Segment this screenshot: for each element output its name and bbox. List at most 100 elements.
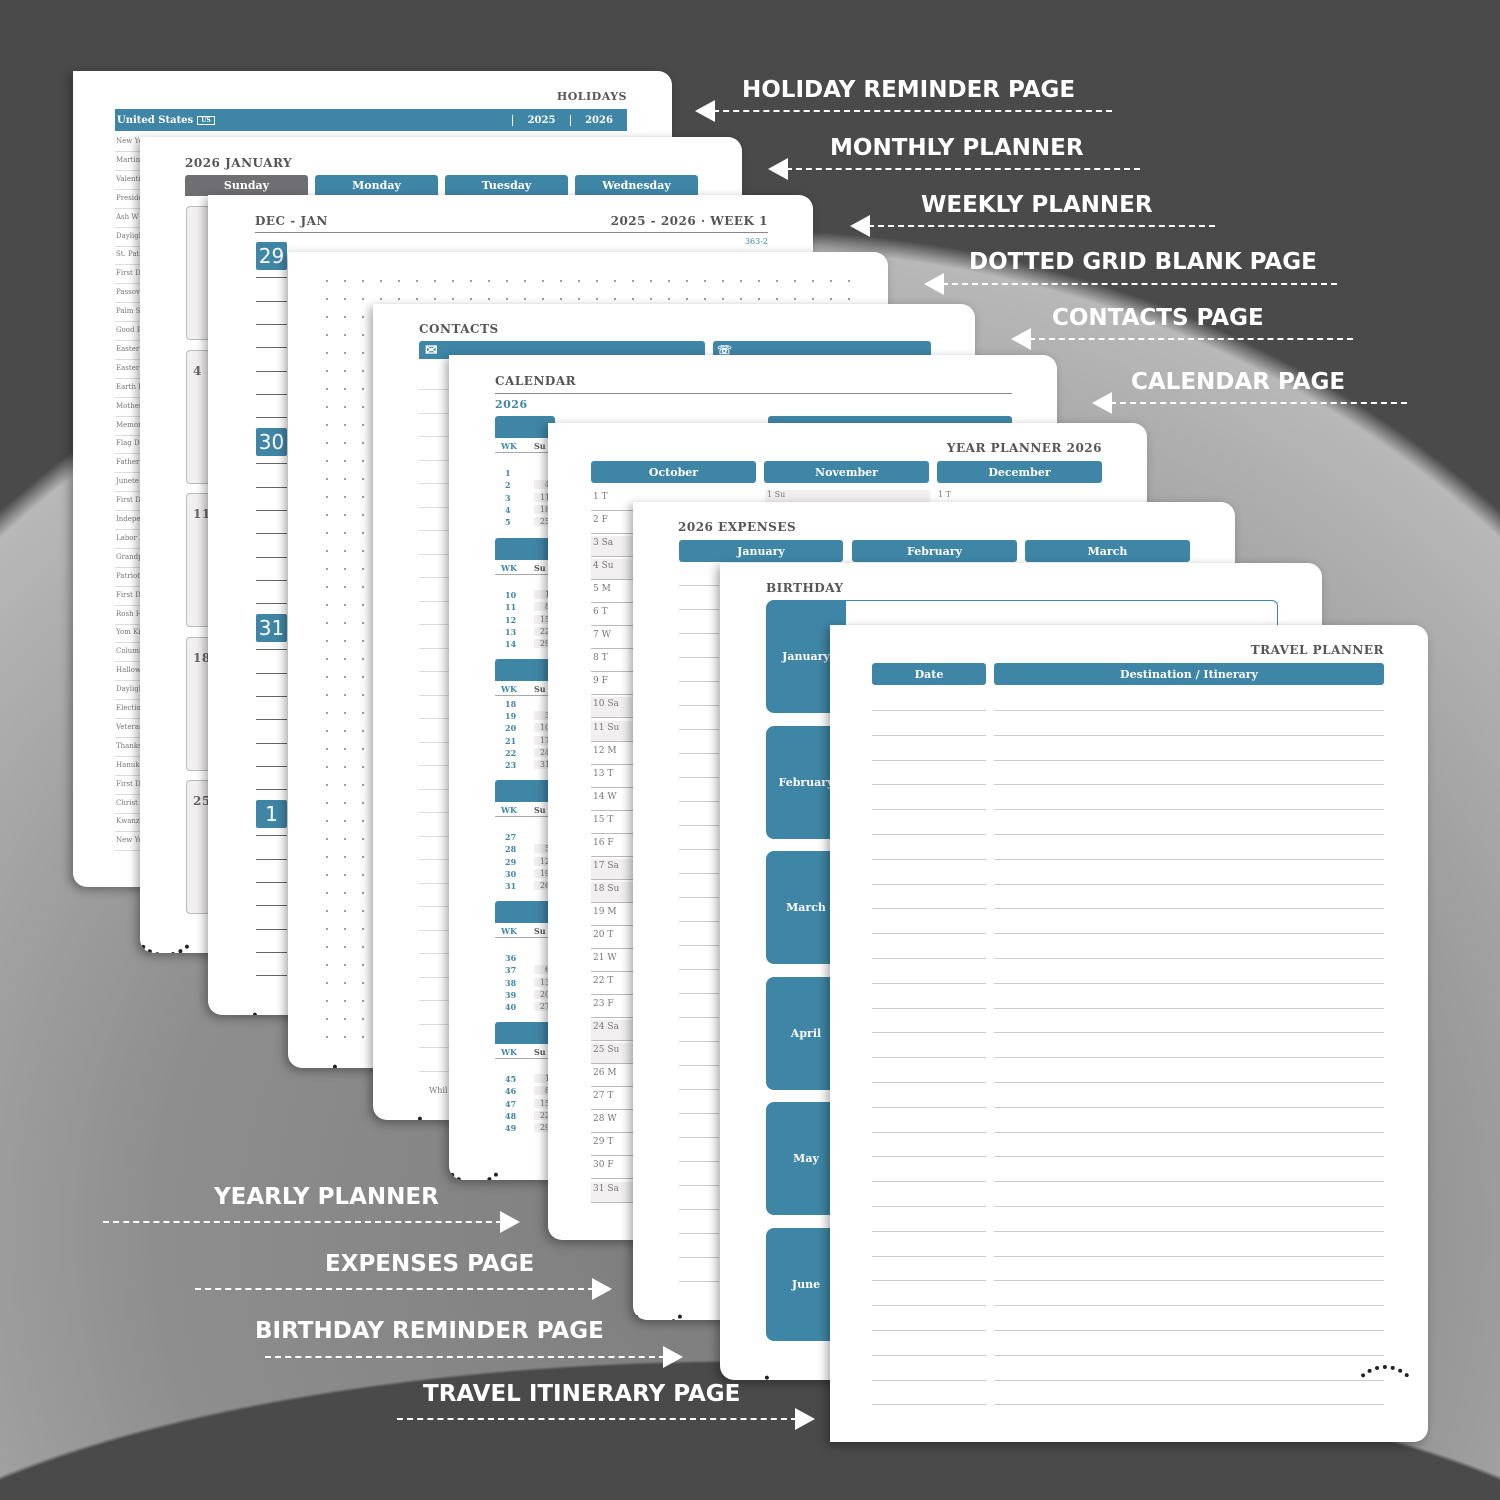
week-number: 20: [505, 723, 517, 734]
row-divider: [591, 1017, 633, 1019]
row-divider: [872, 1379, 986, 1381]
su-label: Su: [534, 441, 546, 451]
row-divider: [419, 835, 449, 837]
october-day: 12 M: [593, 745, 617, 756]
calendar-month-header: [495, 416, 555, 438]
row-divider: [994, 1156, 1384, 1158]
row-divider: [591, 740, 633, 742]
row-divider: [256, 556, 287, 558]
row-divider: [591, 855, 633, 857]
row-divider: [591, 1063, 633, 1065]
holiday-item: Grandp: [116, 552, 143, 561]
arrow-right-icon: [500, 1211, 520, 1233]
sunday-date: 18: [193, 651, 211, 665]
holiday-item: Kwanz: [116, 817, 140, 826]
row-divider: [419, 1047, 449, 1048]
arrow-left-icon: [924, 273, 944, 295]
row-divider: [994, 759, 1384, 761]
holiday-item: Veterar: [116, 722, 143, 731]
sunday-cell: [186, 206, 210, 340]
binder-rings: [208, 955, 268, 1015]
week-number: 19: [505, 711, 517, 722]
row-divider: [994, 784, 1384, 786]
label-left: BIRTHDAY REMINDER PAGE: [255, 1318, 604, 1344]
october-day: 24 Sa: [591, 1020, 633, 1041]
row-divider: [994, 1305, 1384, 1307]
row-divider: [872, 982, 986, 984]
day-sunday: Sunday: [185, 175, 308, 196]
row-divider: [256, 742, 287, 744]
day-wednesday: Wednesday: [575, 175, 698, 196]
holiday-header: United States US 2025 2026: [115, 109, 627, 131]
row-divider: [679, 849, 719, 850]
row-divider: [994, 883, 1384, 885]
wk-label: WK: [501, 1047, 517, 1057]
week-number: 40: [505, 1002, 517, 1012]
row-divider: [591, 763, 633, 765]
sunday-date: 25: [193, 794, 211, 808]
row-divider: [994, 1206, 1384, 1207]
row-divider: [419, 929, 449, 931]
label-right: HOLIDAY REMINDER PAGE: [742, 77, 1076, 103]
row-divider: [994, 1230, 1384, 1232]
holiday-item: Good F: [116, 326, 142, 334]
row-divider: [419, 694, 449, 696]
calendar-month-header: [495, 538, 555, 560]
row-divider: [679, 777, 719, 778]
week-number: 37: [505, 965, 517, 976]
sunday-date: 19: [534, 868, 550, 878]
row-divider: [591, 625, 633, 627]
row-divider: [994, 809, 1384, 811]
row-divider: [872, 734, 986, 736]
row-divider: [994, 1181, 1384, 1183]
week-number: 5: [505, 517, 511, 527]
row-divider: [419, 882, 449, 884]
october-day: 11 Su: [591, 720, 633, 741]
october-day: 9 F: [593, 676, 608, 687]
row-divider: [872, 1007, 986, 1009]
row-divider: [872, 1156, 986, 1158]
row-divider: [256, 300, 287, 302]
row-divider: [591, 1040, 633, 1042]
october-day: 13 T: [593, 768, 614, 779]
row-divider: [679, 1281, 719, 1282]
row-divider: [872, 809, 986, 811]
wk-label: WK: [501, 441, 517, 451]
divider: [495, 816, 555, 817]
row-divider: [591, 1178, 633, 1180]
row-divider: [679, 681, 719, 682]
row-divider: [679, 1161, 719, 1162]
row-divider: [419, 741, 449, 743]
october-day: 16 F: [593, 837, 614, 848]
dashed-arrow-line: [265, 1356, 665, 1358]
october-day: 20 T: [593, 929, 614, 940]
row-divider: [872, 908, 986, 910]
row-divider: [419, 1070, 449, 1072]
travel-planner-page: TRAVEL PLANNER Date Destination / Itiner…: [830, 625, 1428, 1442]
calendar-year: 2026: [495, 398, 528, 411]
row-divider: [872, 710, 986, 711]
row-divider: [591, 510, 633, 511]
sunday-date: 22: [534, 626, 550, 636]
row-divider: [419, 718, 449, 719]
october-day: 18 Su: [591, 881, 633, 902]
sunday-cell: [186, 637, 210, 771]
sunday-date: 1: [534, 590, 550, 600]
row-divider: [994, 858, 1384, 860]
label-right: WEEKLY PLANNER: [921, 192, 1153, 218]
expenses-february: February: [852, 540, 1017, 562]
week-number: 3: [505, 492, 511, 503]
row-divider: [256, 486, 287, 488]
row-divider: [256, 603, 287, 605]
row-divider: [419, 577, 449, 578]
week-number: 10: [505, 590, 517, 601]
weekly-date: 1: [256, 800, 287, 828]
row-divider: [591, 671, 633, 673]
week-number: 22: [505, 747, 517, 758]
row-divider: [591, 809, 633, 811]
row-divider: [679, 801, 719, 802]
row-divider: [591, 786, 633, 788]
week-number: 13: [505, 626, 517, 637]
header-divider: [495, 393, 1012, 394]
weekly-date: 31: [256, 614, 287, 642]
